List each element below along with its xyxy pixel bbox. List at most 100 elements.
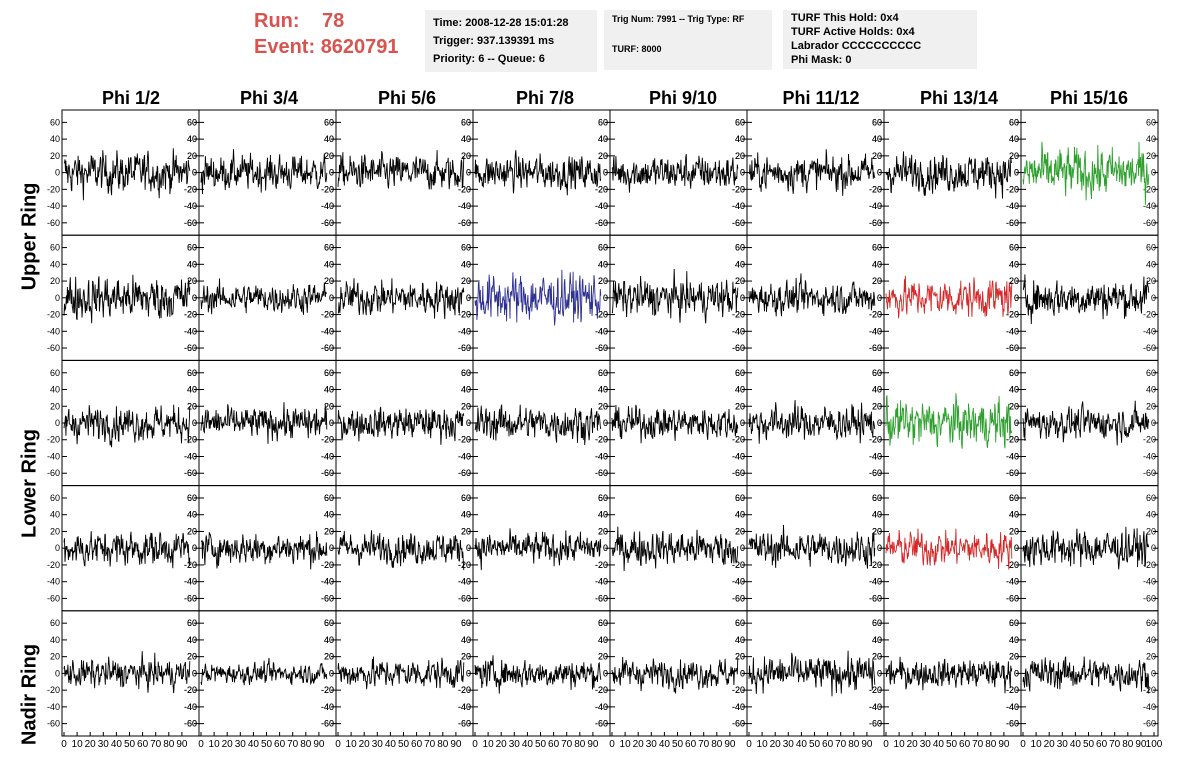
x-tick-label: 20 (496, 739, 508, 750)
y-tick-label: 20 (187, 151, 197, 161)
y-tick-label: 0 (740, 418, 745, 428)
waveform-trace (1022, 400, 1150, 446)
y-tick-label: 60 (1009, 243, 1019, 253)
y-tick-label: 40 (872, 510, 882, 520)
x-tick-label: 70 (150, 739, 162, 750)
plot-frame (746, 359, 885, 487)
y-tick-label-right: 40 (187, 134, 197, 144)
y-tick-label-right: -60 (869, 468, 882, 478)
y-tick-label-right: 20 (1146, 276, 1156, 286)
x-tick-label: 60 (1096, 739, 1108, 750)
y-tick-label: 0 (877, 293, 882, 303)
y-tick-label: 20 (598, 526, 608, 536)
y-tick-label-right: 20 (324, 652, 334, 662)
x-tick-label: 50 (809, 739, 821, 750)
y-tick-label-right: -40 (869, 201, 882, 211)
y-tick-label-right: -20 (595, 560, 608, 570)
x-tick-label: 30 (509, 739, 521, 750)
y-tick-label-right: -40 (595, 577, 608, 587)
y-tick-label-right: -20 (595, 435, 608, 445)
y-tick-label: 0 (740, 168, 745, 178)
y-tick-label: 40 (324, 635, 334, 645)
y-tick-label-right: 40 (598, 510, 608, 520)
y-tick-label: -20 (1006, 560, 1019, 570)
y-tick-label: -40 (732, 577, 745, 587)
y-tick-label: 0 (740, 668, 745, 678)
y-tick-label: -20 (47, 685, 60, 695)
y-tick-label: 20 (598, 652, 608, 662)
y-tick-label-right: 40 (872, 259, 882, 269)
x-tick-label: 0 (472, 739, 478, 750)
waveform-trace (474, 528, 602, 571)
y-tick-label-right: -60 (458, 343, 471, 353)
x-tick-label: 30 (235, 739, 247, 750)
y-tick-label: 60 (872, 243, 882, 253)
y-tick-label: 0 (329, 168, 334, 178)
y-tick-label-right: 60 (1009, 368, 1019, 378)
x-tick-label: 40 (248, 739, 260, 750)
y-tick-label-right: 20 (872, 401, 882, 411)
y-tick-label-right: 0 (192, 293, 197, 303)
x-tick-label: 60 (822, 739, 834, 750)
y-tick-label-right: 20 (735, 401, 745, 411)
run-label: Run: (254, 10, 300, 32)
x-tick-label: 90 (176, 739, 188, 750)
info-time: Time: 2008-12-28 15:01:28 (433, 17, 569, 29)
y-tick-label: 40 (735, 259, 745, 269)
y-tick-label-right: 40 (461, 134, 471, 144)
y-tick-label-right: 20 (461, 276, 471, 286)
y-tick-label: 40 (1009, 385, 1019, 395)
y-tick-label: -20 (595, 184, 608, 194)
y-tick-label: -40 (595, 326, 608, 336)
waveform-trace (337, 656, 465, 690)
y-tick-label-right: 0 (740, 668, 745, 678)
y-tick-label: -40 (321, 326, 334, 336)
y-tick-label: -20 (1006, 435, 1019, 445)
y-tick-label-right: -60 (869, 593, 882, 603)
y-tick-label: 0 (329, 543, 334, 553)
y-tick-label: 20 (50, 526, 60, 536)
y-tick-label: 60 (872, 618, 882, 628)
x-tick-label: 60 (411, 739, 423, 750)
y-tick-label-right: -20 (595, 685, 608, 695)
y-tick-label-right: -20 (595, 184, 608, 194)
y-tick-label-right: -20 (321, 310, 334, 320)
y-tick-label: -60 (1006, 218, 1019, 228)
y-tick-label: 60 (461, 117, 471, 127)
x-tick-label: 70 (835, 739, 847, 750)
y-tick-label: -60 (321, 468, 334, 478)
y-tick-label-right: 60 (461, 368, 471, 378)
waveform-trace (611, 154, 739, 193)
y-tick-label: -40 (458, 702, 471, 712)
y-tick-label: 40 (324, 385, 334, 395)
y-tick-label-right: -60 (184, 468, 197, 478)
y-tick-label: 40 (187, 134, 197, 144)
x-tick-label: 80 (985, 739, 997, 750)
y-tick-label-right: 0 (329, 168, 334, 178)
y-tick-label: 0 (1014, 293, 1019, 303)
y-tick-label: -40 (458, 326, 471, 336)
waveform-trace (1022, 656, 1150, 694)
y-tick-label: 60 (461, 243, 471, 253)
y-tick-label: 20 (735, 526, 745, 536)
x-tick-label: 60 (959, 739, 971, 750)
y-tick-label-right: 40 (598, 259, 608, 269)
y-tick-label-right: 20 (1146, 652, 1156, 662)
y-tick-label-right: 40 (324, 635, 334, 645)
y-tick-label: 40 (1009, 134, 1019, 144)
y-tick-label: -40 (1006, 451, 1019, 461)
y-tick-label-right: 40 (735, 635, 745, 645)
waveform-trace (200, 531, 328, 570)
waveform-trace (1022, 141, 1150, 205)
y-tick-label-right: -20 (1006, 435, 1019, 445)
x-tick-label: 10 (1031, 739, 1043, 750)
y-tick-label: 0 (55, 168, 60, 178)
y-tick-label-right: -60 (458, 218, 471, 228)
y-tick-label-right: -60 (595, 343, 608, 353)
y-tick-label: 40 (461, 635, 471, 645)
y-tick-label-right: -20 (1143, 685, 1156, 695)
y-tick-label: -20 (321, 435, 334, 445)
y-tick-label: -40 (1006, 577, 1019, 587)
y-tick-label-right: 60 (1146, 368, 1156, 378)
y-tick-label-right: -40 (595, 702, 608, 712)
